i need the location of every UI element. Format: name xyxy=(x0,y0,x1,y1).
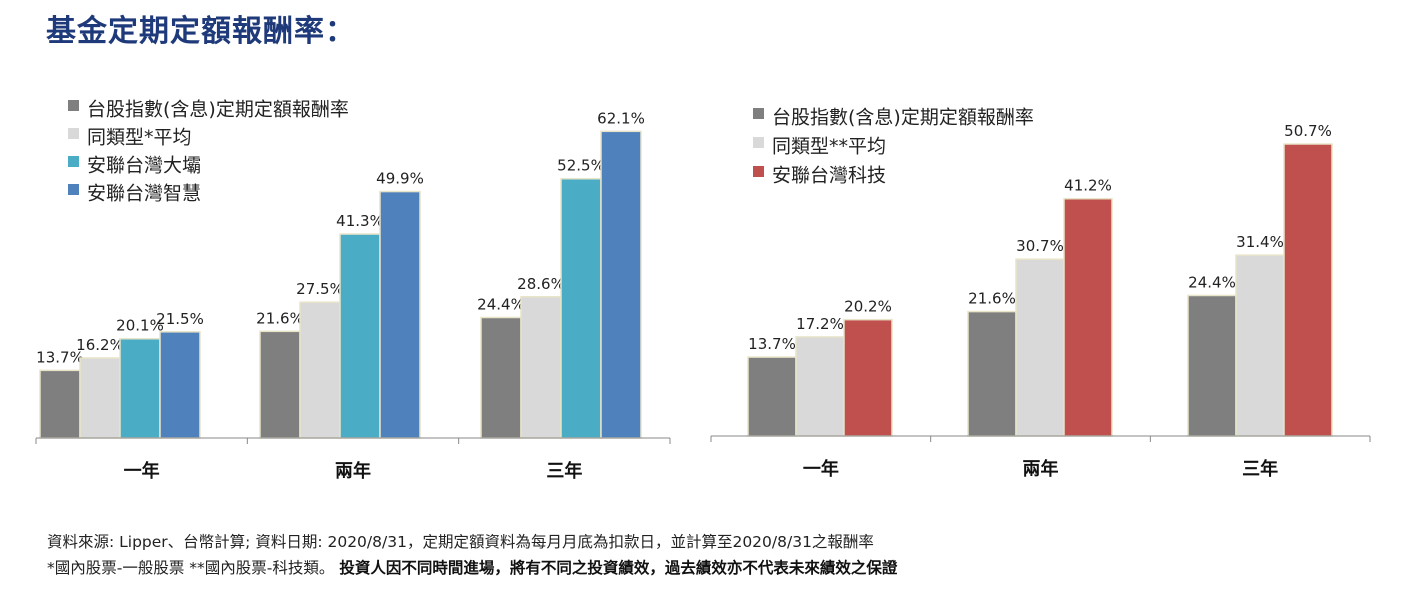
right-bar-2-1 xyxy=(1235,254,1285,437)
left-data-label-0-3: 21.5% xyxy=(156,310,204,328)
right-bar-0-1 xyxy=(795,336,845,437)
left-legend-swatch-1 xyxy=(68,128,79,139)
right-bar-2-0 xyxy=(1187,294,1237,437)
left-legend-label-1: 同類型*平均 xyxy=(87,127,192,149)
left-bar-0-1 xyxy=(79,357,121,439)
left-legend-label-2: 安聯台灣大壩 xyxy=(87,155,201,177)
footnote-source: 資料來源: Lipper、台幣計算; 資料日期: 2020/8/31，定期定額資… xyxy=(47,533,874,551)
left-bar-2-0 xyxy=(480,316,522,439)
footnote-category-note: *國內股票-一般股票 **國內股票-科技類。 xyxy=(47,559,335,577)
left-data-label-2-0: 24.4% xyxy=(477,296,525,314)
left-data-label-0-1: 16.2% xyxy=(76,336,124,354)
left-bar-0-0 xyxy=(39,369,81,439)
left-data-label-1-2: 41.3% xyxy=(336,212,384,230)
left-category-label-0: 一年 xyxy=(124,460,160,482)
left-bar-0-2 xyxy=(119,337,161,439)
right-legend-swatch-0 xyxy=(753,108,764,119)
left-legend-swatch-2 xyxy=(68,156,79,167)
right-data-label-2-2: 50.7% xyxy=(1284,122,1332,140)
right-category-label-2: 三年 xyxy=(1242,458,1278,480)
left-data-label-0-0: 13.7% xyxy=(36,348,84,366)
left-data-label-1-1: 27.5% xyxy=(296,280,344,298)
right-data-label-0-1: 17.2% xyxy=(796,315,844,333)
right-data-label-2-1: 31.4% xyxy=(1236,233,1284,251)
left-bar-2-1 xyxy=(520,296,562,439)
left-legend-swatch-0 xyxy=(68,100,79,111)
right-data-label-0-2: 20.2% xyxy=(844,298,892,316)
right-data-label-2-0: 24.4% xyxy=(1188,273,1236,291)
right-legend-swatch-2 xyxy=(753,166,764,177)
left-legend-swatch-3 xyxy=(68,184,79,195)
right-legend-label-1: 同類型**平均 xyxy=(772,136,886,158)
right-legend-label-0: 台股指數(含息)定期定額報酬率 xyxy=(772,107,1034,129)
right-data-label-1-2: 41.2% xyxy=(1064,177,1112,195)
left-bar-1-0 xyxy=(259,330,301,439)
footnote-risk-warning: 投資人因不同時間進場，將有不同之投資績效，過去績效亦不代表未來績效之保證 xyxy=(339,559,898,577)
right-bar-1-0 xyxy=(967,310,1017,437)
left-bar-1-3 xyxy=(379,190,421,439)
left-bar-2-3 xyxy=(600,130,642,439)
left-category-label-2: 三年 xyxy=(546,460,582,482)
right-legend-swatch-1 xyxy=(753,137,764,148)
right-data-label-1-0: 21.6% xyxy=(968,290,1016,308)
right-bar-0-0 xyxy=(747,356,797,437)
right-category-label-1: 兩年 xyxy=(1023,458,1059,480)
right-bar-1-2 xyxy=(1063,197,1113,437)
left-data-label-2-3: 62.1% xyxy=(597,109,645,127)
left-category-label-1: 兩年 xyxy=(335,460,371,482)
left-data-label-1-0: 21.6% xyxy=(256,309,304,327)
left-data-label-2-1: 28.6% xyxy=(517,275,565,293)
page-title: 基金定期定額報酬率： xyxy=(46,14,356,49)
left-data-label-0-2: 20.1% xyxy=(116,317,164,335)
right-category-label-0: 一年 xyxy=(803,458,839,480)
right-data-label-0-0: 13.7% xyxy=(748,335,796,353)
right-data-label-1-1: 30.7% xyxy=(1016,237,1064,255)
footnote-disclaimer: *國內股票-一般股票 **國內股票-科技類。 投資人因不同時間進場，將有不同之投… xyxy=(47,556,897,578)
left-data-label-2-2: 52.5% xyxy=(557,157,605,175)
left-bar-0-3 xyxy=(159,331,201,439)
left-data-label-1-3: 49.9% xyxy=(376,170,424,188)
right-bar-1-1 xyxy=(1015,258,1065,437)
right-bar-2-2 xyxy=(1283,143,1333,437)
right-bar-0-2 xyxy=(843,318,893,437)
right-legend-label-2: 安聯台灣科技 xyxy=(772,165,886,187)
left-legend-label-0: 台股指數(含息)定期定額報酬率 xyxy=(87,99,349,121)
left-legend-label-3: 安聯台灣智慧 xyxy=(87,183,201,205)
